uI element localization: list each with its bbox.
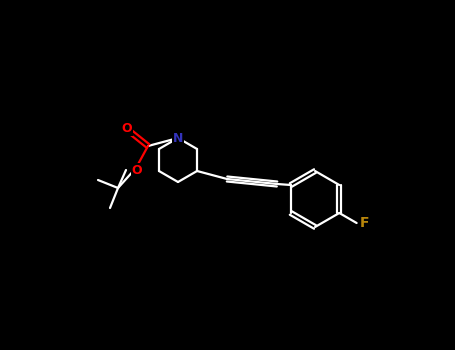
Text: F: F	[359, 216, 369, 230]
Text: N: N	[173, 132, 183, 145]
Text: O: O	[131, 163, 142, 176]
Text: O: O	[121, 122, 132, 135]
